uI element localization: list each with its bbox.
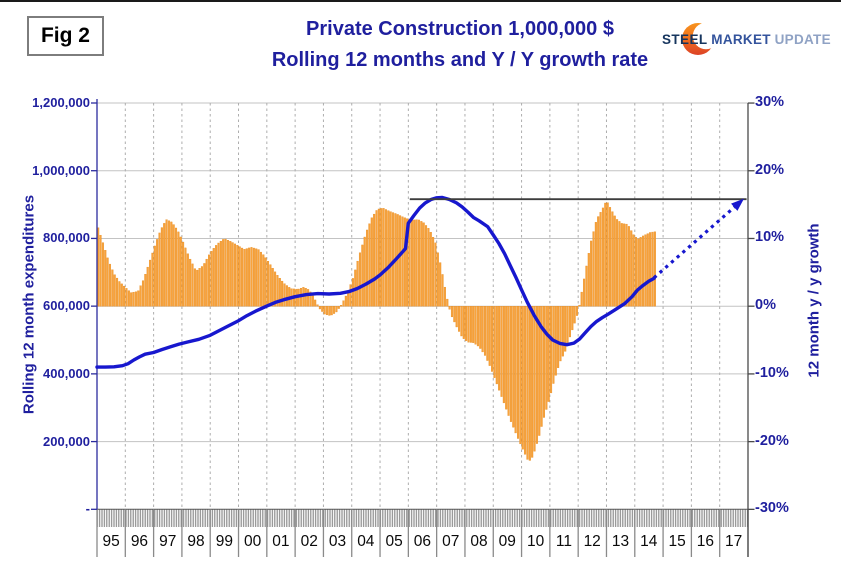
right-axis-tick-label: 0%: [755, 297, 776, 314]
figure-label-box: Fig 2: [27, 16, 104, 56]
right-axis-tick-label: 20%: [755, 161, 785, 178]
left-axis-tick-label: 200,000: [43, 433, 90, 449]
right-axis-tick-label: -30%: [755, 500, 789, 517]
x-axis-year-label: 03: [328, 533, 347, 550]
left-axis-tick-label: 1,000,000: [32, 162, 90, 178]
x-axis-year-label: 95: [102, 533, 120, 550]
right-axis-tick-labels: 30% 20% 10% 0% -10% -20% -30%: [755, 0, 815, 574]
x-axis-year-label: 98: [187, 533, 205, 550]
x-axis-year-label: 09: [498, 533, 516, 550]
logo-wordmark: STEEL MARKET UPDATE: [662, 32, 832, 47]
left-axis-tick-label: 400,000: [43, 365, 90, 381]
x-axis-year-label: 04: [357, 533, 375, 550]
right-axis-tick-label: 30%: [755, 94, 785, 111]
x-axis-year-label: 15: [668, 533, 686, 550]
left-axis-tick-label: -: [85, 501, 90, 517]
x-axis-year-label: 14: [640, 533, 658, 550]
logo-word-market: MARKET: [711, 32, 771, 47]
figure-label: Fig 2: [40, 24, 90, 47]
x-axis-year-label: 11: [555, 533, 572, 550]
x-axis-year-label: 12: [583, 533, 601, 550]
right-axis-tick-label: -20%: [755, 432, 789, 449]
x-axis-year-label: 08: [470, 533, 488, 550]
x-axis-year-label: 01: [272, 533, 290, 550]
x-axis-year-label: 17: [725, 533, 743, 550]
x-axis-year-label: 07: [442, 533, 460, 550]
x-axis-year-label: 96: [130, 533, 149, 550]
x-axis-year-label: 97: [159, 533, 177, 550]
x-axis-year-label: 05: [385, 533, 403, 550]
left-axis-tick-labels: 1,200,000 1,000,000 800,000 600,000 400,000 2…: [18, 0, 90, 574]
logo-word-steel: STEEL: [662, 32, 708, 47]
x-axis-year-label: 02: [300, 533, 318, 550]
left-axis-tick-label: 1,200,000: [32, 95, 90, 110]
x-axis-year-labels: 95 96 97 98 99 00 01 02 03 04 05 06 07 08 09 10 11 12 13 14…: [97, 527, 748, 557]
left-axis-tick-label: 600,000: [43, 298, 90, 314]
chart-title-line2: Rolling 12 months and Y / Y growth rate: [271, 49, 649, 71]
logo-word-update: UPDATE: [774, 32, 831, 47]
window-top-edge: [0, 0, 841, 2]
steel-market-update-logo: STEEL MARKET UPDATE: [662, 12, 832, 64]
left-axis-tick-label: 800,000: [43, 230, 90, 246]
right-axis-tick-label: -10%: [755, 364, 789, 381]
chart-title: Private Construction 1,000,000 $ Rolling…: [130, 14, 790, 76]
x-axis-year-label: 13: [611, 533, 630, 550]
x-axis-year-label: 06: [413, 533, 432, 550]
x-axis-year-label: 00: [244, 533, 262, 550]
right-axis-tick-label: 10%: [755, 229, 785, 246]
x-axis-year-label: 10: [526, 533, 545, 550]
logo-crescent-icon: [682, 22, 718, 55]
x-axis-year-label: 99: [215, 533, 233, 550]
x-axis-year-label: 16: [696, 533, 714, 550]
chart-title-line1: Private Construction 1,000,000 $: [306, 18, 614, 40]
